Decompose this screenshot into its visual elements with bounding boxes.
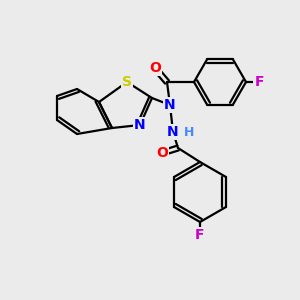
Text: O: O	[149, 61, 161, 75]
Text: N: N	[164, 98, 176, 112]
Text: F: F	[195, 228, 205, 242]
Text: O: O	[156, 146, 168, 160]
Text: S: S	[122, 75, 132, 89]
Text: N: N	[134, 118, 146, 132]
Text: F: F	[254, 75, 264, 89]
Text: N: N	[167, 125, 179, 139]
Text: H: H	[184, 127, 194, 140]
